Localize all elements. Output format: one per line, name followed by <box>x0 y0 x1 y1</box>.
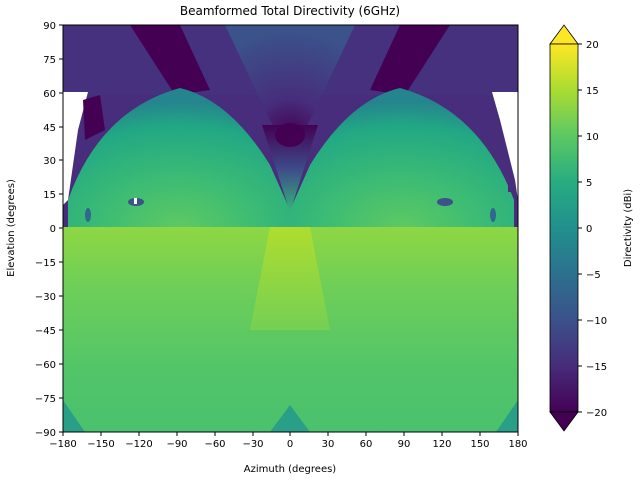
x-axis-label: Azimuth (degrees) <box>244 464 337 475</box>
x-axis: −180 −150 −120 −90 −60 −30 0 30 60 90 12… <box>49 432 528 450</box>
svg-text:60: 60 <box>360 439 373 450</box>
svg-text:45: 45 <box>43 123 56 134</box>
svg-text:−30: −30 <box>242 439 263 450</box>
svg-text:90: 90 <box>43 21 56 32</box>
svg-text:−180: −180 <box>49 439 76 450</box>
svg-text:0: 0 <box>50 224 56 235</box>
svg-text:−60: −60 <box>204 439 225 450</box>
chart-title: Beamformed Total Directivity (6GHz) <box>180 4 400 18</box>
svg-text:−60: −60 <box>35 360 56 371</box>
svg-text:90: 90 <box>398 439 411 450</box>
svg-text:−10: −10 <box>586 316 607 327</box>
svg-text:0: 0 <box>586 224 592 235</box>
svg-text:75: 75 <box>43 55 56 66</box>
svg-text:−150: −150 <box>87 439 114 450</box>
svg-text:−75: −75 <box>35 394 56 405</box>
svg-text:−30: −30 <box>35 292 56 303</box>
svg-text:15: 15 <box>586 86 599 97</box>
svg-text:120: 120 <box>432 439 451 450</box>
svg-text:−15: −15 <box>35 258 56 269</box>
svg-text:−120: −120 <box>125 439 152 450</box>
y-axis-label: Elevation (degrees) <box>6 179 17 277</box>
svg-text:5: 5 <box>586 178 592 189</box>
svg-text:150: 150 <box>470 439 489 450</box>
svg-text:15: 15 <box>43 190 56 201</box>
svg-text:60: 60 <box>43 89 56 100</box>
svg-text:−15: −15 <box>586 362 607 373</box>
svg-text:10: 10 <box>586 132 599 143</box>
svg-text:−45: −45 <box>35 326 56 337</box>
svg-text:180: 180 <box>508 439 527 450</box>
y-axis: 90 75 60 45 30 15 0 −15 −30 −45 −60 −75 … <box>35 21 63 439</box>
svg-text:−90: −90 <box>166 439 187 450</box>
svg-text:−20: −20 <box>586 408 607 419</box>
svg-text:0: 0 <box>287 439 293 450</box>
svg-text:−90: −90 <box>35 428 56 439</box>
svg-text:−5: −5 <box>586 270 601 281</box>
svg-text:30: 30 <box>43 156 56 167</box>
colorbar: 20 15 10 5 0 −5 −10 −15 −20 <box>549 24 607 432</box>
plot-area <box>63 25 518 432</box>
svg-text:20: 20 <box>586 40 599 51</box>
colorbar-label: Directivity (dBi) <box>623 189 634 267</box>
svg-text:30: 30 <box>322 439 335 450</box>
